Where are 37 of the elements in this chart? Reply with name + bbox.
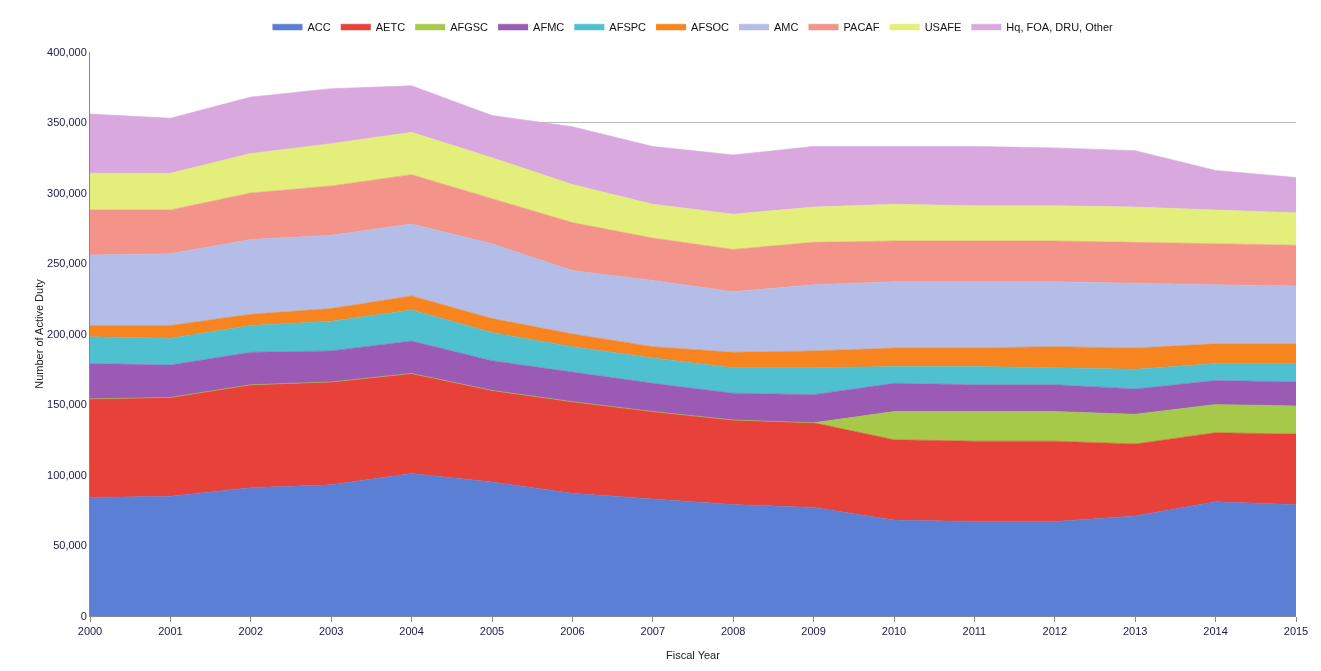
- x-tick-label: 2004: [399, 625, 424, 638]
- x-tick-label: 2003: [318, 625, 344, 638]
- x-tick-label: 2001: [158, 625, 183, 638]
- legend-label: Hq, FOA, DRU, Other: [1006, 20, 1114, 33]
- legend-label: AFGSC: [450, 20, 489, 33]
- x-tick-label: 2015: [1283, 625, 1309, 638]
- x-tick-label: 2007: [640, 625, 666, 638]
- x-axis-title: Fiscal Year: [666, 649, 721, 661]
- x-tick-label: 2009: [801, 625, 826, 638]
- y-tick-label: 50,000: [53, 539, 87, 552]
- y-axis-title: Number of Active Duty: [33, 278, 46, 389]
- legend-label: ACC: [307, 20, 331, 33]
- x-tick-label: 2005: [479, 625, 505, 638]
- y-tick-label: 150,000: [47, 398, 87, 411]
- x-tick-label: 2008: [720, 625, 746, 638]
- y-tick-label: 400,000: [47, 45, 87, 58]
- y-tick-label: 250,000: [47, 257, 87, 270]
- legend-label: AFMC: [533, 20, 565, 33]
- x-tick-label: 2014: [1203, 625, 1228, 638]
- x-tick-label: 2006: [560, 625, 585, 638]
- y-tick-label: 300,000: [47, 186, 87, 199]
- x-tick-label: 2013: [1122, 625, 1148, 638]
- legend-label: AFSPC: [609, 20, 647, 33]
- legend-label: PACAF: [843, 20, 880, 33]
- x-tick-label: 2011: [962, 625, 987, 638]
- y-tick-label: 350,000: [47, 116, 87, 129]
- x-tick-label: 2012: [1042, 625, 1068, 638]
- y-tick-label: 100,000: [47, 468, 87, 481]
- y-tick-label: 0: [80, 609, 87, 622]
- legend-label: USAFE: [924, 20, 962, 33]
- x-tick-label: 2000: [77, 625, 103, 638]
- legend-label: AETC: [375, 20, 406, 33]
- legend-label: AMC: [774, 20, 799, 33]
- y-tick-label: 200,000: [47, 327, 87, 340]
- legend-label: AFSOC: [691, 20, 730, 33]
- x-tick-label: 2002: [238, 625, 264, 638]
- x-tick-label: 2010: [881, 625, 907, 638]
